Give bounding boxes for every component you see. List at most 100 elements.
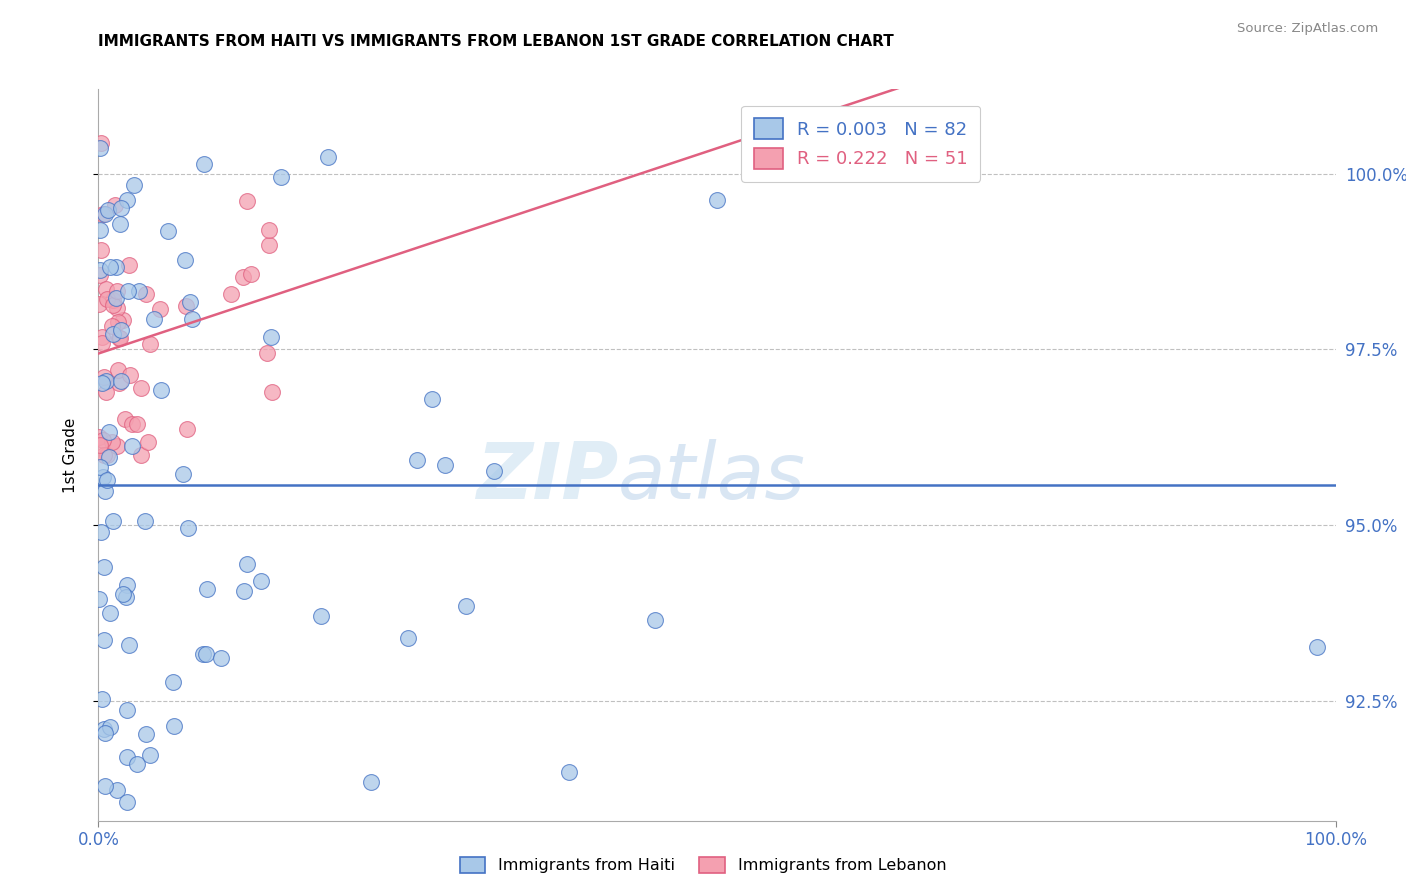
Point	[121, 439, 143, 453]
Point	[90, 691, 112, 706]
Point	[110, 323, 132, 337]
Point	[233, 583, 256, 598]
Point	[118, 258, 141, 272]
Point	[176, 521, 198, 535]
Point	[162, 674, 184, 689]
Point	[195, 647, 218, 661]
Point	[107, 363, 129, 377]
Point	[90, 243, 112, 257]
Point	[98, 260, 121, 274]
Point	[360, 775, 382, 789]
Point	[260, 384, 283, 399]
Point	[107, 315, 129, 329]
Point	[91, 376, 114, 391]
Point	[94, 374, 117, 388]
Point	[706, 193, 728, 207]
Point	[118, 638, 141, 652]
Point	[172, 467, 194, 482]
Legend: Immigrants from Haiti, Immigrants from Lebanon: Immigrants from Haiti, Immigrants from L…	[454, 850, 952, 880]
Point	[93, 370, 115, 384]
Point	[91, 469, 114, 483]
Point	[236, 194, 259, 208]
Point	[270, 169, 292, 184]
Point	[93, 726, 115, 740]
Point	[135, 727, 157, 741]
Point	[136, 435, 159, 450]
Point	[98, 450, 121, 465]
Point	[91, 330, 114, 344]
Point	[87, 591, 110, 606]
Point	[309, 609, 332, 624]
Point	[98, 606, 121, 620]
Point	[101, 293, 124, 307]
Point	[1306, 640, 1329, 654]
Legend: R = 0.003   N = 82, R = 0.222   N = 51: R = 0.003 N = 82, R = 0.222 N = 51	[741, 105, 980, 182]
Point	[89, 262, 111, 277]
Text: ZIP: ZIP	[475, 439, 619, 515]
Point	[89, 437, 111, 451]
Point	[111, 313, 134, 327]
Point	[179, 294, 201, 309]
Point	[316, 150, 339, 164]
Point	[103, 298, 125, 312]
Text: Source: ZipAtlas.com: Source: ZipAtlas.com	[1237, 22, 1378, 36]
Point	[117, 703, 139, 717]
Point	[129, 380, 152, 394]
Point	[94, 779, 117, 793]
Point	[180, 312, 202, 326]
Point	[134, 514, 156, 528]
Point	[111, 587, 134, 601]
Point	[117, 285, 139, 299]
Point	[117, 193, 139, 207]
Point	[93, 207, 115, 221]
Point	[91, 336, 114, 351]
Point	[101, 327, 124, 342]
Point	[142, 312, 165, 326]
Point	[129, 448, 152, 462]
Point	[195, 582, 218, 597]
Point	[96, 292, 118, 306]
Point	[105, 439, 128, 453]
Point	[110, 201, 132, 215]
Point	[193, 156, 215, 170]
Point	[97, 203, 120, 218]
Point	[157, 225, 180, 239]
Point	[89, 268, 111, 283]
Point	[108, 376, 131, 390]
Point	[105, 285, 128, 299]
Y-axis label: 1st Grade: 1st Grade	[63, 417, 77, 492]
Point	[98, 425, 121, 439]
Point	[163, 719, 186, 733]
Point	[108, 331, 131, 345]
Point	[93, 560, 115, 574]
Point	[127, 417, 149, 432]
Point	[89, 223, 111, 237]
Point	[209, 651, 232, 665]
Point	[115, 590, 138, 604]
Point	[93, 722, 115, 736]
Point	[101, 514, 124, 528]
Point	[105, 782, 128, 797]
Point	[396, 632, 419, 646]
Point	[104, 291, 127, 305]
Point	[128, 285, 150, 299]
Point	[90, 136, 112, 151]
Point	[434, 458, 457, 473]
Point	[138, 337, 160, 351]
Point	[454, 599, 477, 613]
Point	[422, 392, 444, 407]
Point	[89, 525, 111, 540]
Point	[91, 434, 114, 448]
Point	[93, 207, 115, 221]
Point	[557, 765, 579, 780]
Point	[115, 578, 138, 592]
Point	[484, 464, 506, 478]
Point	[191, 647, 214, 661]
Text: atlas: atlas	[619, 439, 806, 515]
Point	[96, 385, 118, 400]
Point	[118, 368, 141, 383]
Point	[644, 614, 666, 628]
Point	[257, 223, 280, 237]
Point	[96, 473, 118, 487]
Point	[89, 297, 111, 311]
